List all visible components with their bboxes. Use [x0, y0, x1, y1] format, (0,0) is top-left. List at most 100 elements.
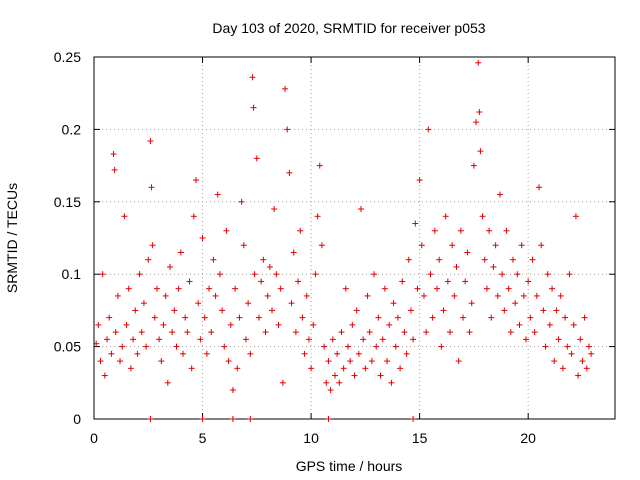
data-point [575, 372, 582, 379]
data-point [468, 300, 475, 307]
data-point [509, 256, 516, 263]
data-point [297, 227, 304, 234]
data-point [99, 271, 106, 278]
data-point [242, 336, 249, 343]
data-point [136, 271, 143, 278]
data-point [121, 213, 128, 220]
data-point [566, 271, 573, 278]
data-point [503, 227, 510, 234]
data-point [290, 249, 297, 256]
data-point [134, 350, 141, 357]
data-point [338, 329, 345, 336]
data-point [271, 206, 278, 213]
data-point [334, 350, 341, 357]
data-point [564, 343, 571, 350]
data-point [425, 126, 432, 133]
data-point [114, 292, 121, 299]
data-point [173, 343, 180, 350]
data-point [186, 278, 193, 285]
data-point [553, 307, 560, 314]
grid [94, 57, 615, 419]
data-point [184, 329, 191, 336]
data-point [175, 285, 182, 292]
data-point [180, 350, 187, 357]
y-tick-label: 0.1 [62, 266, 82, 282]
data-point [264, 292, 271, 299]
data-point [305, 336, 312, 343]
data-point [570, 321, 577, 328]
data-point [193, 177, 200, 184]
data-point [344, 343, 351, 350]
data-point [375, 314, 382, 321]
data-point [455, 358, 462, 365]
data-point [494, 292, 501, 299]
data-point [431, 227, 438, 234]
chart-title: Day 103 of 2020, SRMTID for receiver p05… [212, 20, 485, 36]
data-point [410, 416, 417, 422]
data-point [156, 336, 163, 343]
data-point [260, 256, 267, 263]
data-point [171, 307, 178, 314]
data-point [440, 307, 447, 314]
data-point [325, 416, 332, 422]
data-point [492, 242, 499, 249]
data-point [488, 314, 495, 321]
data-point [390, 300, 397, 307]
data-point [470, 162, 477, 169]
data-point [149, 242, 156, 249]
data-point [229, 387, 236, 394]
data-point [227, 321, 234, 328]
data-point [323, 379, 330, 386]
data-point [245, 300, 252, 307]
data-point [433, 285, 440, 292]
data-point [405, 256, 412, 263]
data-point [208, 329, 215, 336]
data-point [251, 271, 258, 278]
data-point [490, 263, 497, 270]
data-point [476, 109, 483, 116]
data-point [275, 321, 282, 328]
data-point [392, 343, 399, 350]
data-point [418, 242, 425, 249]
data-point [379, 336, 386, 343]
data-point [310, 321, 317, 328]
data-point [190, 213, 197, 220]
data-point [104, 336, 111, 343]
data-point [464, 249, 471, 256]
data-point [299, 314, 306, 321]
data-point [438, 343, 445, 350]
data-point [234, 365, 241, 372]
data-point [219, 307, 226, 314]
y-tick-label: 0.05 [54, 339, 81, 355]
data-point [529, 256, 536, 263]
data-point [199, 235, 206, 241]
y-tick-label: 0.2 [62, 121, 82, 137]
data-point [410, 336, 417, 343]
data-point [373, 343, 380, 350]
data-point [501, 307, 508, 314]
data-point [384, 358, 391, 365]
data-point [266, 263, 273, 270]
data-point [536, 184, 543, 191]
data-point [216, 271, 223, 278]
data-point [210, 256, 217, 263]
x-tick-label: 0 [90, 430, 98, 446]
data-point [97, 358, 104, 365]
data-point [460, 314, 467, 321]
data-point [466, 329, 473, 336]
data-point [106, 314, 113, 321]
data-point [551, 358, 558, 365]
data-point [512, 300, 519, 307]
data-point [381, 285, 388, 292]
data-point [153, 285, 160, 292]
data-point [546, 321, 553, 328]
data-point [147, 137, 154, 144]
data-point [119, 343, 126, 350]
data-point [295, 278, 302, 285]
data-point [520, 292, 527, 299]
data-point [481, 256, 488, 263]
data-point [377, 372, 384, 379]
data-point [579, 358, 586, 365]
data-point [214, 191, 221, 198]
